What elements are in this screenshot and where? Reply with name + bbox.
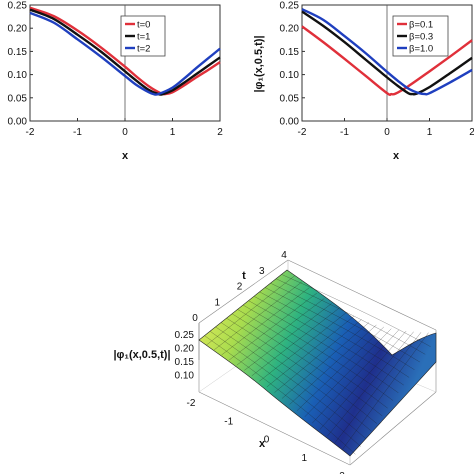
p2-legend-label-0: β=0.1 [409, 20, 433, 31]
p2-series-line-1 [301, 10, 473, 96]
p2-y-tick-label: 0.05 [280, 93, 300, 104]
panel-3-x-tick-label: 1 [301, 453, 307, 464]
panel-3-mesh-line-t [253, 296, 404, 386]
panel-3-mesh-line-t [270, 282, 420, 363]
panel-3-z-tick-label: 0.20 [175, 344, 195, 355]
panel-3-mesh-line-t [237, 309, 388, 409]
panel-3-x-tick-label: 0 [264, 435, 270, 446]
panel-3-z-tick-label: 0.25 [175, 330, 195, 341]
p2-legend-label-2: β=1.0 [409, 44, 433, 55]
p1-x-tick-label: -2 [26, 127, 35, 138]
panel-3-mesh-line-x [221, 287, 310, 356]
panel-3-x-tick-label: 2 [339, 471, 345, 474]
panel-3-mesh-line-x [251, 307, 340, 376]
p1-y-tick-label: 0.20 [8, 24, 28, 35]
p2-y-tick-label: 0.20 [280, 24, 300, 35]
panel-3-mesh-line-x [327, 331, 414, 437]
panel-3-mesh-line-t [215, 326, 367, 440]
panel-3-mesh-line-t [259, 291, 410, 378]
p1-x-tick-label: 1 [170, 127, 176, 138]
panel-3-box-edge [198, 259, 289, 324]
panel-3-x-axis-label: x [259, 438, 266, 450]
panel-2-legend: β=0.1β=0.3β=1.0 [392, 15, 449, 57]
p1-series-line-0 [29, 6, 221, 96]
p1-legend-label-2: t=2 [137, 44, 150, 55]
panel-3-x-tick-label: -1 [224, 416, 233, 427]
panel-3-t-tick-label: 3 [259, 266, 265, 277]
p2-y-tick-label: 0.15 [280, 47, 300, 58]
p2-x-tick-label: 2 [469, 127, 474, 138]
panel-3-mesh-line-x [342, 332, 429, 450]
panel-3-t-tick-label: 1 [214, 297, 220, 308]
panel-3-mesh-line-x [319, 330, 407, 430]
p2-x-tick-label: 0 [384, 127, 390, 138]
panel-3-mesh-line-t [242, 304, 394, 401]
panel-3-mesh-line-x [266, 315, 355, 388]
p1-y-tick-label: 0.05 [8, 93, 28, 104]
panel-3-mesh-line-x [213, 281, 303, 351]
p2-series-line-2 [301, 8, 473, 96]
panel-3-mesh-line-x [274, 319, 362, 393]
p1-legend-label-1: t=1 [137, 32, 150, 43]
p1-y-tick-label: 0.15 [8, 47, 28, 58]
p2-x-tick-label: -1 [340, 127, 349, 138]
panel-3-surface-plot: -2 -1 0 1 2 0 1 2 3 4 0.10 0.15 0.20 0.25 x t |φ₁(x,0… [113, 250, 437, 474]
p1-y-tick-label: 0.10 [8, 70, 28, 81]
panel-3-t-tick-label: 2 [237, 282, 243, 293]
panel-3-mesh-line-x [334, 332, 422, 443]
p2-series-line-0 [301, 25, 473, 96]
p1-y-tick-label: 0.25 [8, 1, 28, 12]
panel-3-mesh-line-x [229, 293, 317, 361]
p2-x-tick-label: -2 [298, 127, 307, 138]
p1-x-tick-label: 0 [122, 127, 128, 138]
p2-y-tick-label: 0.10 [280, 70, 300, 81]
panel-2-y-axis-label: |φ₁(x,0.5,t)| [253, 35, 265, 92]
p1-x-tick-label: -1 [73, 127, 82, 138]
panel-3-t-tick-label: 0 [192, 313, 198, 324]
panel-2-x-axis-label: x [393, 150, 400, 162]
panel-3-mesh-line-x [206, 275, 295, 346]
panel-3-z-tick-label: 0.10 [175, 371, 195, 382]
panel-3-z-axis-label: |φ₁(x,0.5,t)| [113, 349, 170, 361]
panel-3-box-edge [287, 259, 437, 331]
p1-y-tick-label: 0.00 [8, 117, 28, 128]
panel-3-surface [198, 269, 437, 457]
panel-3-mesh-line-x [297, 326, 384, 411]
panel-3-box-edge [198, 391, 351, 466]
p1-series-line-2 [29, 11, 221, 96]
panel-3-mesh-line-x [281, 322, 370, 399]
panel-3-mesh-line-x [312, 329, 399, 424]
p2-x-tick-label: 1 [427, 127, 433, 138]
panel-3-mesh-line-t [281, 274, 431, 347]
panel-3-mesh-line-t [248, 300, 399, 393]
panel-3-mesh-line-x [259, 312, 347, 382]
panel-3-mesh-line-x [289, 324, 377, 405]
panel-3-mesh-line-x [236, 298, 325, 366]
panel-3-t-tick-label: 4 [281, 250, 287, 261]
panel-1-legend: t=0t=1t=2 [120, 15, 166, 57]
panel-3-box-edge [349, 391, 437, 466]
panel-1-line-chart: -2 -1 0 1 2 0.00 0.05 0.10 0.15 0.20 0.25 x t=0t=1… [8, 1, 224, 163]
panel-3-mesh-line-t [231, 313, 383, 417]
panel-3-mesh-line-t [226, 317, 377, 424]
p1-x-tick-label: 2 [217, 127, 223, 138]
p2-legend-label-1: β=0.3 [409, 32, 433, 43]
panel-3-mesh-line-t [204, 335, 356, 455]
p2-y-tick-label: 0.25 [280, 1, 300, 12]
panel-3-mesh-line-t [264, 287, 415, 370]
panel-3-mesh-line-x [244, 303, 332, 371]
panel-2-line-chart: -2 -1 0 1 2 0.00 0.05 0.10 0.15 0.20 0.25 x |φ₁(x,… [253, 1, 474, 163]
panel-3-t-axis-label: t [242, 270, 246, 282]
panel-3-x-tick-label: -2 [187, 398, 196, 409]
p2-y-tick-label: 0.00 [280, 117, 300, 128]
panel-3-mesh-line-t [220, 322, 372, 432]
panel-3-z-tick-label: 0.15 [175, 357, 195, 368]
p1-legend-label-0: t=0 [137, 20, 150, 31]
p1-series-line-1 [29, 8, 221, 96]
panel-1-x-axis-label: x [122, 150, 129, 162]
panel-3-mesh-line-x [304, 328, 392, 417]
